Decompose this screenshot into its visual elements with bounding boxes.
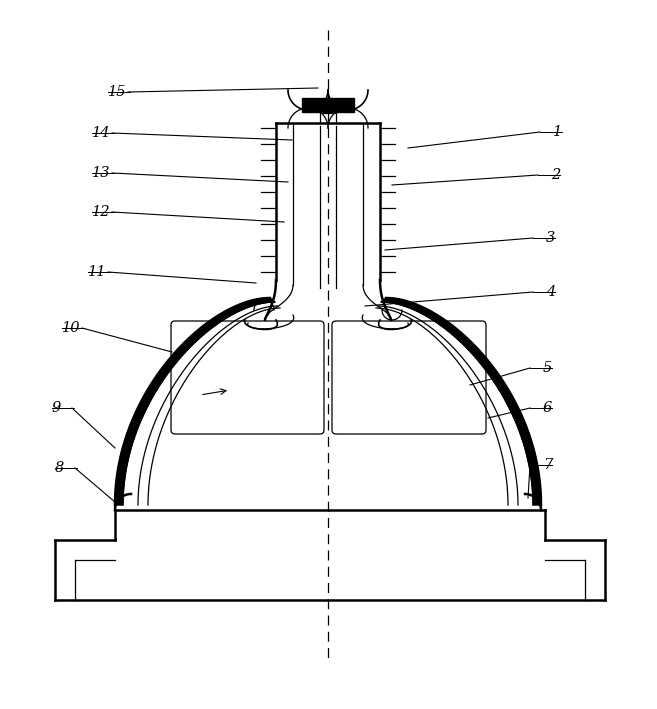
Text: 9: 9 <box>52 401 61 415</box>
Text: 3: 3 <box>546 231 555 245</box>
Text: 8: 8 <box>55 461 64 475</box>
Text: 4: 4 <box>546 285 555 299</box>
Text: 11: 11 <box>88 265 106 279</box>
Polygon shape <box>115 298 275 505</box>
Text: 1: 1 <box>553 125 562 139</box>
Text: 7: 7 <box>543 458 552 472</box>
Text: 12: 12 <box>92 205 110 219</box>
Text: 14: 14 <box>92 126 110 140</box>
Bar <box>302 98 354 112</box>
Text: 10: 10 <box>62 321 81 335</box>
Polygon shape <box>381 298 541 505</box>
Text: 15: 15 <box>108 85 127 99</box>
Text: 6: 6 <box>543 401 552 415</box>
Text: 2: 2 <box>551 168 560 182</box>
Text: 5: 5 <box>543 361 552 375</box>
Text: 13: 13 <box>92 166 110 180</box>
